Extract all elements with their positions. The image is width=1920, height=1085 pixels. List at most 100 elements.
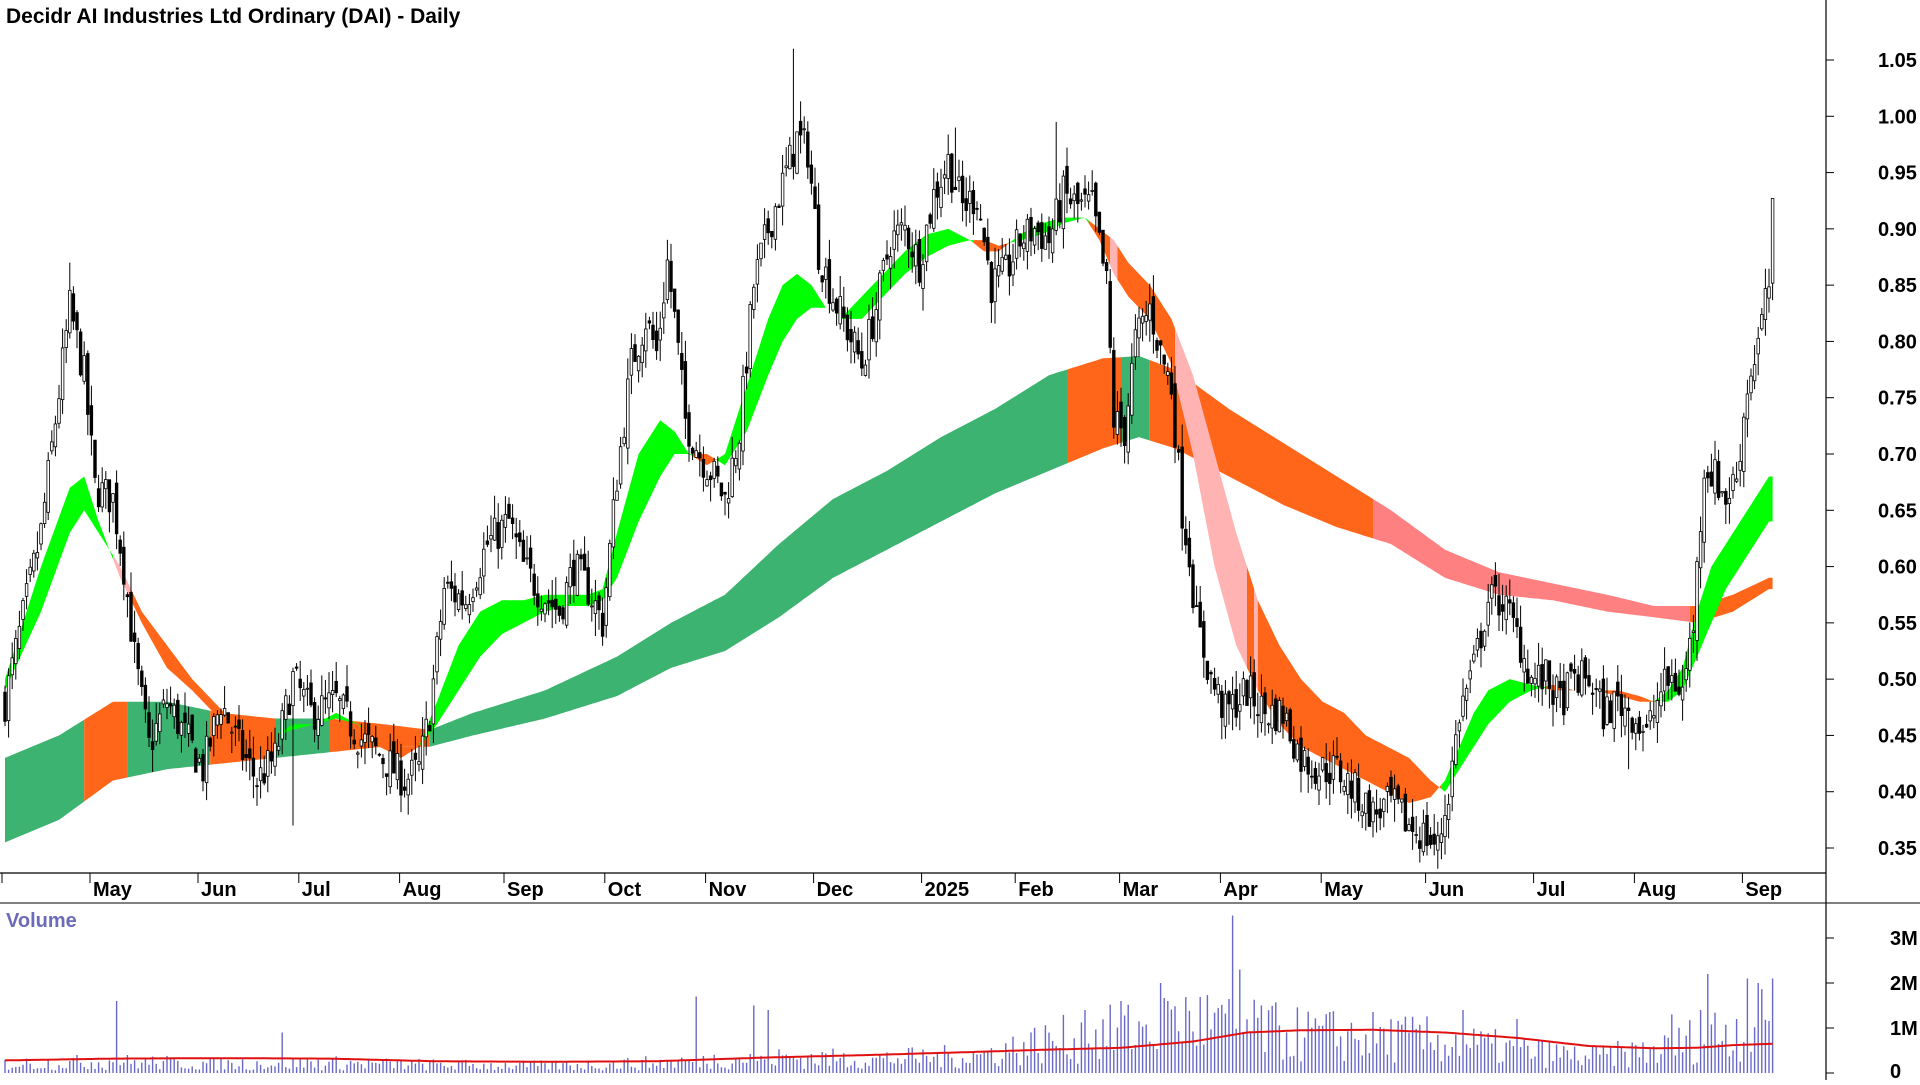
- candle-body: [1036, 222, 1040, 233]
- short-ma-ribbon-segment: [1110, 237, 1118, 280]
- candle-body: [316, 719, 320, 736]
- candle-body: [305, 687, 310, 690]
- candle-body: [1191, 564, 1195, 609]
- candle-body: [1050, 228, 1055, 254]
- candle-body: [410, 759, 414, 776]
- candle-body: [1410, 816, 1415, 832]
- candle-body: [813, 186, 817, 210]
- candle-body: [1677, 686, 1681, 695]
- candle-body: [615, 490, 619, 501]
- candle-body: [428, 724, 432, 732]
- candle-body: [89, 405, 94, 436]
- volume-ma-line: [4, 1028, 1773, 1063]
- candle-body: [1198, 601, 1202, 628]
- candle-body: [1162, 354, 1166, 365]
- candle-body: [1522, 658, 1526, 673]
- candle-body: [824, 266, 828, 280]
- candle-body: [885, 254, 889, 260]
- candle-body: [1101, 229, 1105, 264]
- candle-body: [953, 186, 958, 191]
- candle-body: [1540, 664, 1544, 690]
- y-tick-label: 1.05: [1878, 50, 1917, 72]
- candle-body: [1382, 798, 1386, 812]
- candle-body: [150, 741, 155, 750]
- candle-body: [1659, 691, 1663, 707]
- candle-body: [1151, 296, 1156, 335]
- candle-body: [453, 585, 457, 603]
- candle-body: [1457, 722, 1462, 732]
- candle-body: [910, 251, 914, 258]
- candle-body: [716, 465, 720, 477]
- candle-body: [1292, 739, 1296, 759]
- candle-body: [928, 214, 932, 224]
- candle-body: [1338, 760, 1343, 783]
- candle-body: [672, 288, 677, 312]
- candle-body: [489, 535, 493, 540]
- candle-body: [1126, 405, 1130, 453]
- candle-body: [1601, 678, 1606, 730]
- volume-y-tick-label: 3M: [1890, 928, 1918, 950]
- candle-body: [770, 230, 774, 238]
- candle-body: [1518, 626, 1523, 663]
- candle-body: [1713, 459, 1717, 494]
- candle-body: [1497, 595, 1501, 616]
- y-tick-label: 0.50: [1878, 669, 1917, 691]
- candle-body: [359, 739, 364, 747]
- candle-body: [78, 331, 83, 376]
- candle-body: [1655, 700, 1660, 723]
- candle-body: [1392, 788, 1397, 800]
- candle-body: [860, 351, 864, 369]
- candle-body: [1385, 785, 1390, 792]
- candle-body: [554, 598, 558, 610]
- candle-body: [921, 264, 925, 289]
- candle-body: [1515, 618, 1519, 627]
- y-tick-label: 0.85: [1878, 275, 1917, 297]
- long-ma-ribbon-segment: [127, 701, 211, 778]
- candle-body: [1065, 165, 1069, 194]
- candle-body: [1389, 776, 1393, 796]
- candle-body: [1590, 692, 1595, 695]
- candle-body: [1086, 194, 1091, 202]
- candle-body: [1533, 677, 1537, 685]
- candle-body: [402, 786, 407, 791]
- candle-body: [348, 711, 353, 737]
- candle-body: [1544, 659, 1548, 682]
- candle-body: [1022, 242, 1026, 250]
- volume-y-tick-label: 0: [1890, 1061, 1901, 1080]
- candle-body: [129, 592, 133, 642]
- y-tick-label: 0.80: [1878, 331, 1917, 353]
- candle-body: [1270, 704, 1274, 729]
- candle-body: [1274, 698, 1278, 732]
- candle-body: [10, 657, 14, 676]
- candle-body: [600, 612, 605, 637]
- candle-body: [1580, 660, 1584, 696]
- candle-body: [1353, 772, 1357, 803]
- candle-body: [204, 735, 209, 784]
- candle-body: [244, 754, 248, 758]
- x-tick-label: Mar: [1123, 879, 1159, 901]
- candle-body: [1220, 690, 1224, 718]
- candle-body: [1421, 822, 1426, 853]
- candle-body: [1680, 686, 1685, 701]
- candle-body: [946, 154, 950, 179]
- candle-body: [1500, 604, 1505, 612]
- candle-body: [579, 554, 583, 560]
- candle-body: [302, 689, 306, 697]
- candle-body: [701, 458, 706, 478]
- candle-body: [795, 131, 799, 174]
- y-tick-label: 0.90: [1878, 219, 1917, 241]
- candle-body: [932, 189, 936, 229]
- candle-body: [143, 684, 148, 710]
- candle-body: [1209, 671, 1213, 675]
- short-ma-ribbon-segment: [5, 476, 113, 691]
- candle-body: [140, 670, 144, 687]
- candle-body: [71, 293, 76, 322]
- candle-body: [1004, 254, 1008, 260]
- short-ma-ribbon-segment: [1574, 690, 1600, 692]
- candle-body: [741, 375, 745, 452]
- candle-body: [1058, 200, 1062, 223]
- short-ma-ribbon-segment: [113, 555, 131, 601]
- candle-body: [1770, 198, 1775, 284]
- candle-body: [1166, 371, 1170, 376]
- candle-body: [1763, 288, 1768, 320]
